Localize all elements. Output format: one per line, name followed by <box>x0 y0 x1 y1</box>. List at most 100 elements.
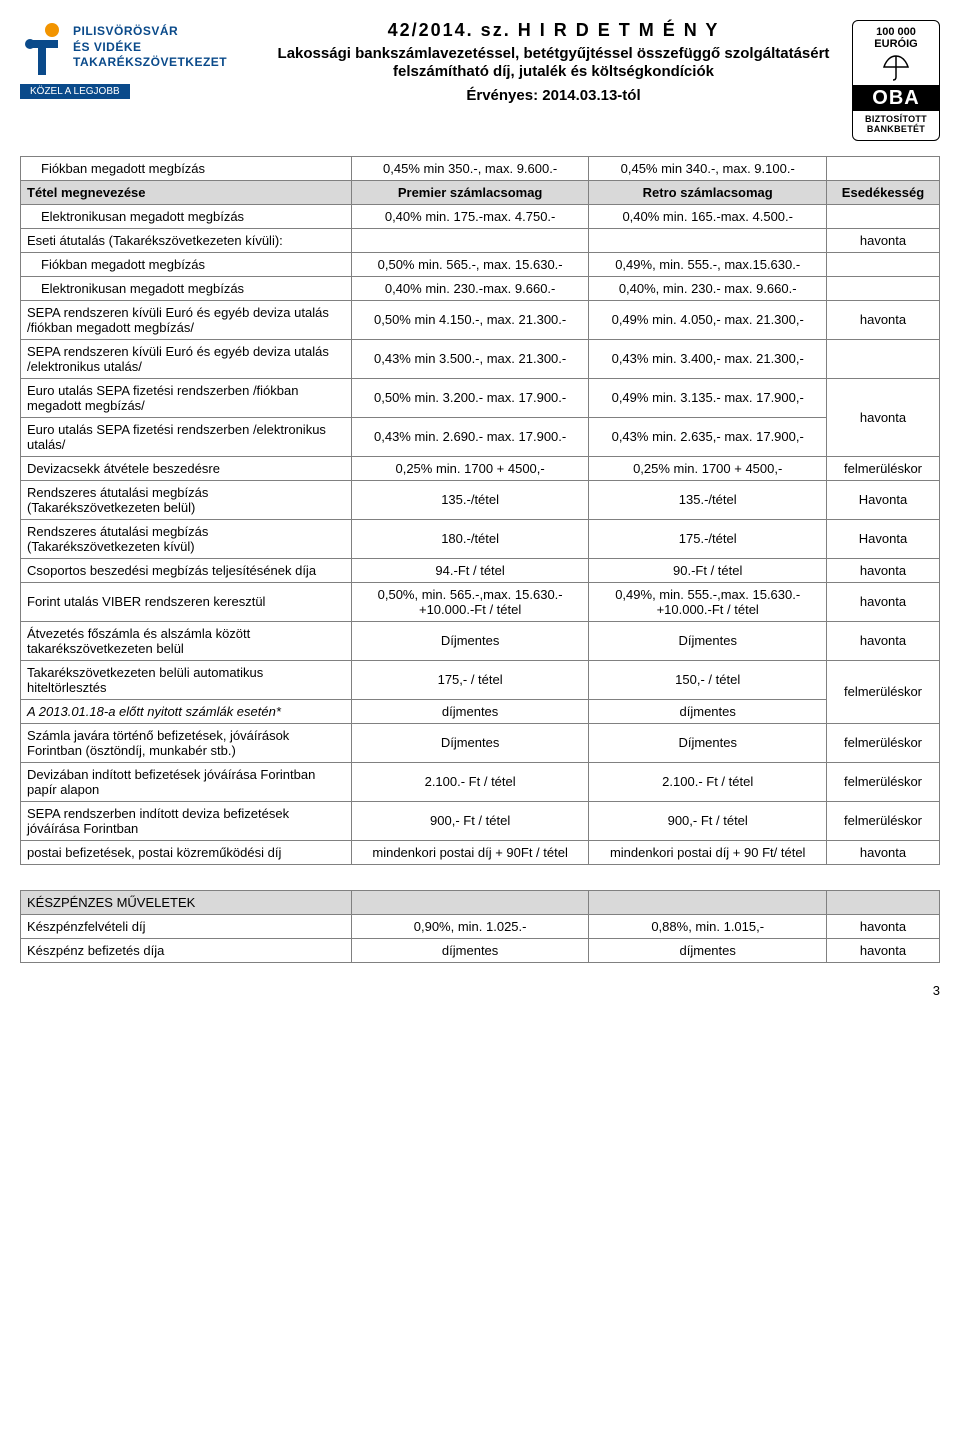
cell: 0,43% min. 2.635,- max. 17.900,- <box>589 417 827 456</box>
cell: 0,40% min. 175.-max. 4.750.- <box>351 204 589 228</box>
oba-b2: BANKBETÉT <box>856 125 936 135</box>
title-block: 42/2014. sz. H I R D E T M É N Y Lakossá… <box>255 20 852 104</box>
cell: Díjmentes <box>351 621 589 660</box>
cell: 0,50%, min. 565.-,max. 15.630.- +10.000.… <box>351 582 589 621</box>
oba-euro: 100 000 EURÓIG <box>856 26 936 50</box>
col-header: Tétel megnevezése <box>21 180 352 204</box>
table-row: Készpénzfelvételi díj 0,90%, min. 1.025.… <box>21 914 940 938</box>
cell: 0,40%, min. 230.- max. 9.660.- <box>589 276 827 300</box>
title-sub: Lakossági bankszámlavezetéssel, betétgyű… <box>255 45 852 81</box>
cell: 0,50% min. 565.-, max. 15.630.- <box>351 252 589 276</box>
cell: postai befizetések, postai közreműködési… <box>21 840 352 864</box>
cell: Számla javára történő befizetések, jóváí… <box>21 723 352 762</box>
table-row: SEPA rendszeren kívüli Euró és egyéb dev… <box>21 339 940 378</box>
title-valid: Érvényes: 2014.03.13-tól <box>255 87 852 104</box>
logo-tagline: KÖZEL A LEGJOBB <box>20 84 130 99</box>
cell: 2.100.- Ft / tétel <box>589 762 827 801</box>
cell: 0,50% min. 3.200.- max. 17.900.- <box>351 378 589 417</box>
logo-line1: PILISVÖRÖSVÁR <box>73 24 227 40</box>
cell: Eseti átutalás (Takarékszövetkezeten kív… <box>21 228 352 252</box>
cell: 150,- / tétel <box>589 660 827 699</box>
cell: felmerüléskor <box>827 660 940 723</box>
cell: 90.-Ft / tétel <box>589 558 827 582</box>
table-row: Készpénz befizetés díja díjmentes díjmen… <box>21 938 940 962</box>
cell: SEPA rendszeren kívüli Euró és egyéb dev… <box>21 339 352 378</box>
cell: 900,- Ft / tétel <box>589 801 827 840</box>
cell: 0,45% min 350.-, max. 9.600.- <box>351 156 589 180</box>
title-number: 42/2014. sz. H I R D E T M É N Y <box>255 20 852 41</box>
cell: 0,40% min. 165.-max. 4.500.- <box>589 204 827 228</box>
table-row: Euro utalás SEPA fizetési rendszerben /f… <box>21 378 940 417</box>
table-row: Számla javára történő befizetések, jóváí… <box>21 723 940 762</box>
cell: 0,49% min. 3.135.- max. 17.900,- <box>589 378 827 417</box>
cell: felmerüléskor <box>827 456 940 480</box>
cell: Fiókban megadott megbízás <box>21 252 352 276</box>
cell: 94.-Ft / tétel <box>351 558 589 582</box>
cell: 2.100.- Ft / tétel <box>351 762 589 801</box>
cell: 0,45% min 340.-, max. 9.100.- <box>589 156 827 180</box>
cell: Díjmentes <box>589 621 827 660</box>
table-row: Rendszeres átutalási megbízás (Takaréksz… <box>21 519 940 558</box>
cell: Havonta <box>827 519 940 558</box>
cash-table: KÉSZPÉNZES MŰVELETEK Készpénzfelvételi d… <box>20 890 940 963</box>
cell: Csoportos beszedési megbízás teljesítésé… <box>21 558 352 582</box>
table-row: Forint utalás VIBER rendszeren keresztül… <box>21 582 940 621</box>
cell: havonta <box>827 228 940 252</box>
logo-line3: TAKARÉKSZÖVETKEZET <box>73 55 227 71</box>
group-header-row: Tétel megnevezésePremier számlacsomagRet… <box>21 180 940 204</box>
cell: Rendszeres átutalási megbízás (Takaréksz… <box>21 519 352 558</box>
cell: 0,50% min 4.150.-, max. 21.300.- <box>351 300 589 339</box>
cell: Devizában indított befizetések jóváírása… <box>21 762 352 801</box>
oba-badge: 100 000 EURÓIG OBA BIZTOSÍTOTT BANKBETÉT <box>852 20 940 141</box>
table-row: Euro utalás SEPA fizetési rendszerben /e… <box>21 417 940 456</box>
cell: 0,49% min. 4.050,- max. 21.300,- <box>589 300 827 339</box>
table-row: Csoportos beszedési megbízás teljesítésé… <box>21 558 940 582</box>
cell <box>827 339 940 378</box>
cell: 0,90%, min. 1.025.- <box>351 914 589 938</box>
page-number: 3 <box>20 983 940 998</box>
cell: Havonta <box>827 480 940 519</box>
cell: 135.-/tétel <box>589 480 827 519</box>
cell: 0,43% min. 2.690.- max. 17.900.- <box>351 417 589 456</box>
table-row: Rendszeres átutalási megbízás (Takaréksz… <box>21 480 940 519</box>
cell <box>827 276 940 300</box>
cell: 0,40% min. 230.-max. 9.660.- <box>351 276 589 300</box>
cell: 175.-/tétel <box>589 519 827 558</box>
fee-table: Fiókban megadott megbízás 0,45% min 350.-… <box>20 156 940 865</box>
table-row: Fiókban megadott megbízás0,50% min. 565.… <box>21 252 940 276</box>
cell <box>589 228 827 252</box>
cell: mindenkori postai díj + 90 Ft/ tétel <box>589 840 827 864</box>
cell: 0,88%, min. 1.015,- <box>589 914 827 938</box>
table-row: Eseti átutalás (Takarékszövetkezeten kív… <box>21 228 940 252</box>
table-row: SEPA rendszeren kívüli Euró és egyéb dev… <box>21 300 940 339</box>
table-row: Elektronikusan megadott megbízás0,40% mi… <box>21 276 940 300</box>
cell: 900,- Ft / tétel <box>351 801 589 840</box>
cell: felmerüléskor <box>827 801 940 840</box>
cell: havonta <box>827 300 940 339</box>
cell: 0,49%, min. 555.-, max.15.630.- <box>589 252 827 276</box>
logo-icon <box>20 20 65 80</box>
cell: Készpénzfelvételi díj <box>21 914 352 938</box>
oba-brand: OBA <box>853 85 939 111</box>
cell: Euro utalás SEPA fizetési rendszerben /e… <box>21 417 352 456</box>
cell <box>827 204 940 228</box>
cell: Forint utalás VIBER rendszeren keresztül <box>21 582 352 621</box>
cell: 0,25% min. 1700 + 4500,- <box>351 456 589 480</box>
cell: havonta <box>827 582 940 621</box>
cell: SEPA rendszeren kívüli Euró és egyéb dev… <box>21 300 352 339</box>
logo-block: PILISVÖRÖSVÁR ÉS VIDÉKE TAKARÉKSZÖVETKEZ… <box>20 20 255 99</box>
cell: Készpénz befizetés díja <box>21 938 352 962</box>
table-row: Devizában indított befizetések jóváírása… <box>21 762 940 801</box>
cell: Átvezetés főszámla és alszámla között ta… <box>21 621 352 660</box>
cell: havonta <box>827 914 940 938</box>
cell: havonta <box>827 938 940 962</box>
col-header: Premier számlacsomag <box>351 180 589 204</box>
cell: Takarékszövetkezeten belüli automatikus … <box>21 660 352 699</box>
cell: Euro utalás SEPA fizetési rendszerben /f… <box>21 378 352 417</box>
table-row: postai befizetések, postai közreműködési… <box>21 840 940 864</box>
cell: 175,- / tétel <box>351 660 589 699</box>
cell: SEPA rendszerben indított deviza befizet… <box>21 801 352 840</box>
cash-head: KÉSZPÉNZES MŰVELETEK <box>21 890 352 914</box>
table-row: Fiókban megadott megbízás0,45% min 350.-… <box>21 156 940 180</box>
col-header: Esedékesség <box>827 180 940 204</box>
